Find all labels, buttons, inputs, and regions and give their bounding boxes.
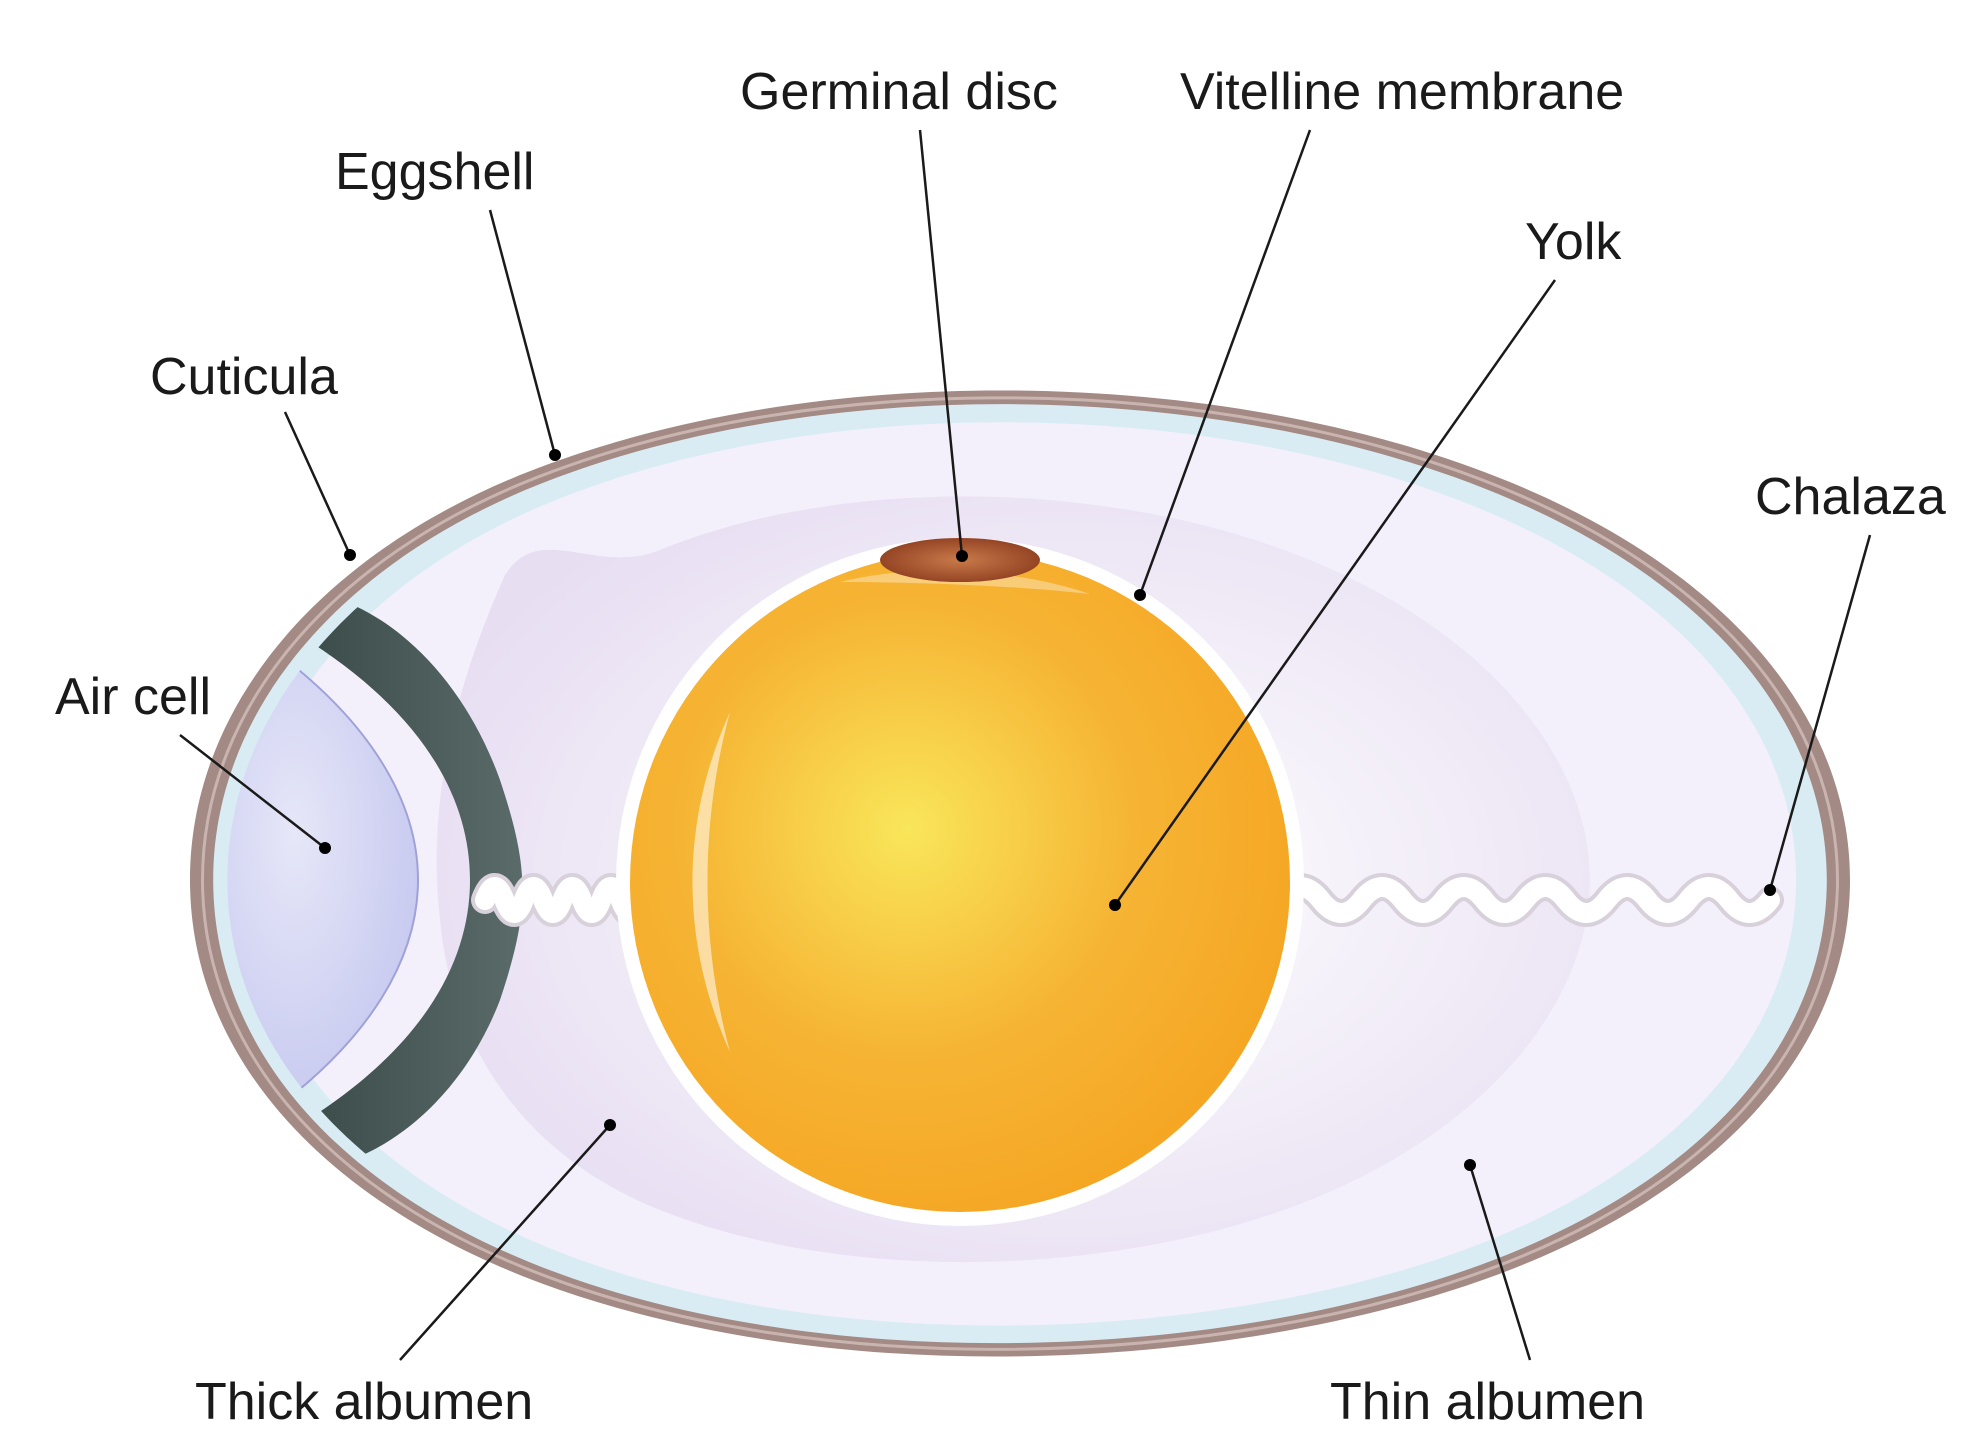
egg-diagram <box>0 0 1975 1431</box>
label-thick_albumen: Thick albumen <box>195 1372 533 1432</box>
label-yolk: Yolk <box>1525 212 1621 272</box>
leader-dot <box>956 550 968 562</box>
leader-dot <box>604 1119 616 1131</box>
leader-dot <box>344 549 356 561</box>
label-air_cell: Air cell <box>55 667 211 727</box>
leader-dot <box>319 842 331 854</box>
label-eggshell: Eggshell <box>335 142 534 202</box>
leader-line <box>285 412 350 555</box>
label-germinal_disc: Germinal disc <box>740 62 1058 122</box>
leader-line <box>490 210 555 455</box>
leader-dot <box>1764 884 1776 896</box>
leader-dot <box>1109 899 1121 911</box>
yolk <box>630 552 1290 1212</box>
label-thin_albumen: Thin albumen <box>1330 1372 1645 1432</box>
leader-dot <box>549 449 561 461</box>
leader-dot <box>1464 1159 1476 1171</box>
label-cuticula: Cuticula <box>150 347 338 407</box>
label-vitelline_membrane: Vitelline membrane <box>1180 62 1624 122</box>
leader-dot <box>1134 589 1146 601</box>
label-chalaza: Chalaza <box>1755 467 1946 527</box>
